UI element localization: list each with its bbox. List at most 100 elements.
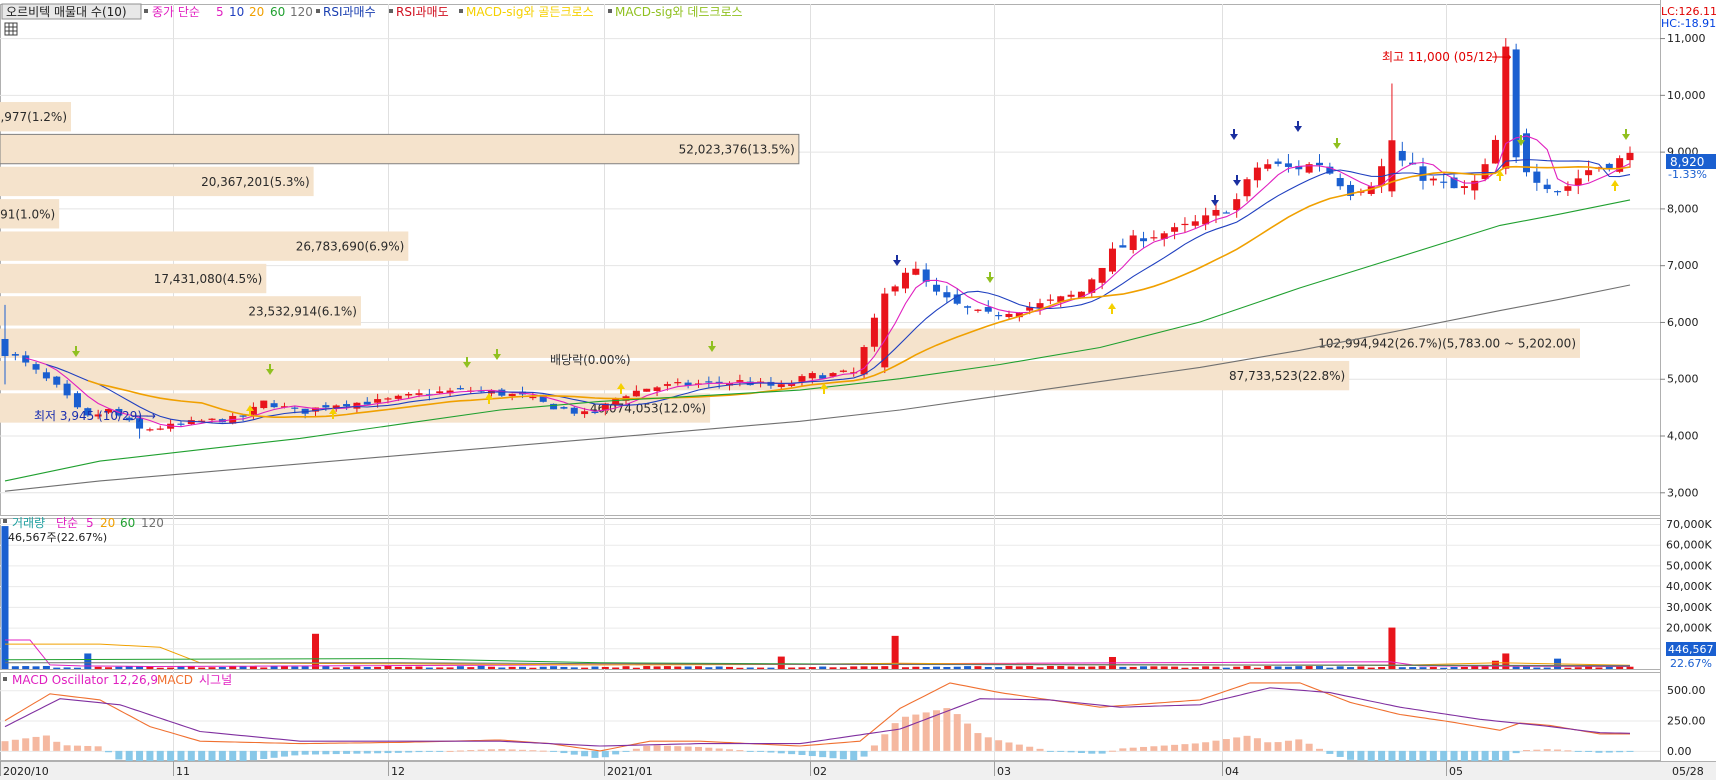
x-tick-label: 04 bbox=[1225, 765, 1239, 778]
stock-name[interactable]: 오르비텍 매물대 수(10) bbox=[6, 5, 127, 19]
macd-osc-bar bbox=[1067, 750, 1075, 753]
candle-body bbox=[1015, 312, 1023, 318]
ma-period-60: 60 bbox=[270, 5, 285, 19]
ma-period-5: 5 bbox=[216, 5, 224, 19]
macd-osc-bar bbox=[912, 714, 920, 751]
macd-osc-bar bbox=[11, 739, 19, 751]
x-tick-label: 2021/01 bbox=[607, 765, 653, 778]
macd-osc-bar bbox=[1388, 750, 1396, 763]
macd-osc-bar bbox=[1284, 740, 1292, 751]
macd-osc-bar bbox=[519, 749, 527, 751]
candle-body bbox=[684, 382, 692, 386]
macd-osc-bar bbox=[229, 750, 237, 763]
x-axis-band bbox=[0, 761, 1716, 780]
macd-golden-label: MACD-sig와 골든크로스 bbox=[466, 5, 594, 19]
volume-bar bbox=[953, 666, 961, 669]
macd-osc-bar bbox=[1522, 750, 1530, 752]
volume-bar bbox=[363, 666, 371, 669]
macd-osc-bar bbox=[1150, 746, 1158, 751]
macd-legend: MACD Oscillator 12,26,9 MACD 시그널 bbox=[3, 673, 232, 687]
macd-osc-bar bbox=[177, 750, 185, 768]
candle-body bbox=[1554, 191, 1562, 193]
candle-body bbox=[1347, 184, 1355, 196]
volume-profile-bar bbox=[0, 102, 72, 132]
candle-body bbox=[105, 409, 113, 413]
candle-body bbox=[198, 420, 206, 422]
volume-bar bbox=[995, 667, 1003, 669]
x-tick-label: 11 bbox=[176, 765, 190, 778]
candle-body bbox=[1491, 139, 1499, 164]
candle-body bbox=[1098, 267, 1106, 283]
macd-osc-bar bbox=[343, 750, 351, 754]
volume-bar bbox=[726, 666, 734, 669]
macd-osc-bar bbox=[84, 745, 92, 751]
volume-bar bbox=[1574, 667, 1582, 669]
macd-osc-bar bbox=[715, 748, 723, 751]
candle-body bbox=[280, 406, 288, 408]
macd-osc-bar bbox=[94, 746, 102, 751]
price-legend: 오르비텍 매물대 수(10) 종가 단순 5 10 20 60 120 RSI과… bbox=[1, 3, 743, 36]
macd-osc-bar bbox=[829, 750, 837, 759]
macd-osc-bar bbox=[1336, 750, 1344, 757]
candle-body bbox=[260, 400, 268, 409]
candle-body bbox=[767, 381, 775, 386]
volume-tick-label: 60,000K bbox=[1666, 539, 1712, 552]
volume-bar bbox=[1502, 653, 1510, 669]
buy-arrow bbox=[485, 393, 493, 399]
price-tick-label: 3,000 bbox=[1667, 486, 1699, 499]
candle-body bbox=[156, 428, 164, 430]
volume-profile-bar bbox=[0, 133, 800, 165]
candle-body bbox=[1233, 199, 1241, 211]
volume-bar bbox=[1460, 666, 1468, 669]
macd-line bbox=[4, 682, 1630, 752]
volume-bar bbox=[819, 666, 827, 669]
volume-bar bbox=[601, 666, 609, 669]
sell-arrow bbox=[266, 369, 274, 375]
candle-body bbox=[1077, 291, 1085, 298]
macd-osc-bar bbox=[249, 750, 257, 761]
macd-osc-bar bbox=[808, 750, 816, 757]
volume-tick-label: 30,000K bbox=[1666, 601, 1712, 614]
volume-bar bbox=[1398, 667, 1406, 669]
ma120-line bbox=[4, 284, 1631, 492]
macd-osc-bar bbox=[1626, 750, 1634, 752]
candle-body bbox=[1388, 140, 1396, 192]
candle-body bbox=[1398, 150, 1406, 161]
candle-body bbox=[1005, 313, 1013, 318]
macd-osc-bar bbox=[591, 750, 599, 758]
macd-osc-bar bbox=[53, 741, 61, 751]
x-tick-label: 05 bbox=[1449, 765, 1463, 778]
macd-osc-bar bbox=[136, 750, 144, 767]
macd-osc-bar bbox=[922, 712, 930, 751]
macd-osc-bar bbox=[312, 750, 320, 755]
sell-arrow bbox=[1233, 180, 1241, 186]
volume-bar bbox=[974, 666, 982, 669]
candle-body bbox=[477, 390, 485, 392]
table-icon[interactable] bbox=[4, 22, 18, 36]
candle-body bbox=[1253, 167, 1261, 181]
volume-bar bbox=[550, 666, 558, 669]
volume-bar bbox=[684, 666, 692, 669]
candle-body bbox=[125, 417, 133, 421]
candle-body bbox=[1202, 215, 1210, 225]
volume-bar bbox=[73, 667, 81, 669]
candle-body bbox=[405, 393, 413, 396]
volume-tick-label: 50,000K bbox=[1666, 559, 1712, 572]
candle-body bbox=[560, 407, 568, 409]
macd-osc-bar bbox=[1212, 740, 1220, 751]
macd-osc-bar bbox=[726, 749, 734, 751]
volume-bar bbox=[622, 666, 630, 669]
first-volume-label: 46,567주(22.67%) bbox=[8, 531, 107, 544]
buy-arrow bbox=[329, 408, 337, 414]
volume-ma120-line bbox=[5, 662, 1631, 666]
macd-osc-bar bbox=[1512, 750, 1520, 754]
volume-bar bbox=[1160, 666, 1168, 669]
sell-arrow bbox=[72, 351, 80, 357]
volume-tick-label: 70,000K bbox=[1666, 518, 1712, 531]
sell-arrow bbox=[1333, 143, 1341, 149]
macd-osc-bar bbox=[260, 750, 268, 760]
candle-body bbox=[1574, 178, 1582, 186]
macd-osc-bar bbox=[653, 745, 661, 751]
candle-body bbox=[984, 307, 992, 312]
